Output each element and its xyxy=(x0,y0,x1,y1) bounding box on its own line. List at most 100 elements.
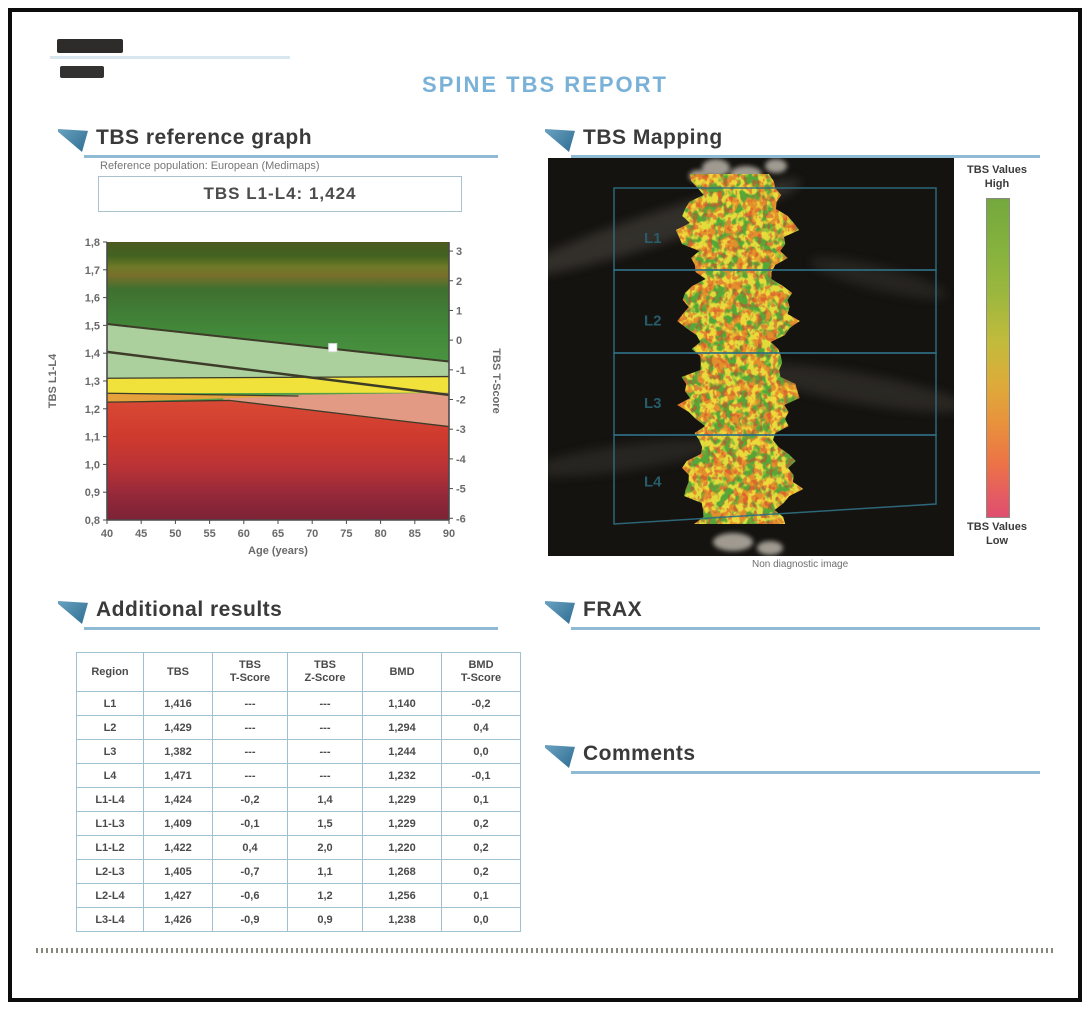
table-cell: 1,424 xyxy=(143,787,213,812)
svg-text:1: 1 xyxy=(456,305,462,317)
svg-text:55: 55 xyxy=(203,528,215,540)
table-cell: L2-L3 xyxy=(76,859,144,884)
section-header-additional-results: Additional results xyxy=(58,598,498,634)
table-cell: -0,9 xyxy=(212,907,288,932)
table-cell: 1,2 xyxy=(287,883,363,908)
svg-text:60: 60 xyxy=(238,528,250,540)
table-cell: L3 xyxy=(76,739,144,764)
table-cell: 0,2 xyxy=(441,811,521,836)
table-cell: 1,268 xyxy=(362,859,442,884)
table-cell: 0,0 xyxy=(441,907,521,932)
section-underline xyxy=(84,155,498,158)
table-cell: 1,256 xyxy=(362,883,442,908)
table-cell: --- xyxy=(287,739,363,764)
svg-text:85: 85 xyxy=(409,528,421,540)
colorbar-low-label: TBS Values Low xyxy=(967,521,1027,547)
svg-text:TBS L1-L4: TBS L1-L4 xyxy=(47,353,59,408)
tbs-colorbar xyxy=(986,198,1010,518)
region-label: L4 xyxy=(644,474,662,491)
reference-population-label: Reference population: European (Medimaps… xyxy=(100,160,320,172)
section-title: TBS Mapping xyxy=(583,126,723,149)
svg-text:TBS T-Score: TBS T-Score xyxy=(490,348,502,413)
table-cell: 1,429 xyxy=(143,715,213,740)
table-cell: 0,1 xyxy=(441,787,521,812)
table-row: L2 1,429 --- --- 1,294 0,4 xyxy=(76,715,521,740)
section-marker-icon xyxy=(58,601,88,624)
table-cell: 1,220 xyxy=(362,835,442,860)
table-cell: --- xyxy=(212,691,288,716)
section-title: FRAX xyxy=(583,598,643,621)
svg-text:0: 0 xyxy=(456,335,462,347)
table-cell: 1,471 xyxy=(143,763,213,788)
table-row: L2-L3 1,405 -0,7 1,1 1,268 0,2 xyxy=(76,859,521,884)
table-cell: 0,2 xyxy=(441,835,521,860)
table-row: L2-L4 1,427 -0,6 1,2 1,256 0,1 xyxy=(76,883,521,908)
table-cell: L1-L2 xyxy=(76,835,144,860)
section-marker-icon xyxy=(545,129,575,152)
table-cell: 1,427 xyxy=(143,883,213,908)
table-cell: 1,426 xyxy=(143,907,213,932)
table-cell: 1,1 xyxy=(287,859,363,884)
table-cell: 0,1 xyxy=(441,883,521,908)
svg-text:1,8: 1,8 xyxy=(85,237,100,249)
svg-text:2: 2 xyxy=(456,276,462,288)
column-header: BMD xyxy=(362,652,442,692)
column-header: TBS T-Score xyxy=(212,652,288,692)
table-row: L3 1,382 --- --- 1,244 0,0 xyxy=(76,739,521,764)
table-cell: -0,2 xyxy=(441,691,521,716)
page-border xyxy=(8,8,1082,1002)
svg-text:-5: -5 xyxy=(456,484,466,496)
svg-text:-4: -4 xyxy=(456,454,467,466)
svg-text:1,0: 1,0 xyxy=(85,459,100,471)
colorbar-high-label: TBS Values High xyxy=(967,164,1027,190)
table-cell: 1,405 xyxy=(143,859,213,884)
svg-text:Age (years): Age (years) xyxy=(248,545,308,557)
section-header-comments: Comments xyxy=(545,742,1040,778)
section-underline xyxy=(84,627,498,630)
table-cell: --- xyxy=(212,715,288,740)
table-cell: 1,244 xyxy=(362,739,442,764)
table-cell: 1,229 xyxy=(362,787,442,812)
additional-results-table: Region TBS TBS T-Score TBS Z-Score BMD BMD T-… xyxy=(76,652,521,932)
svg-text:0,8: 0,8 xyxy=(85,515,100,527)
svg-text:1,4: 1,4 xyxy=(85,348,101,360)
non-diagnostic-caption: Non diagnostic image xyxy=(752,559,849,570)
svg-text:1,5: 1,5 xyxy=(85,320,100,332)
table-cell: 1,232 xyxy=(362,763,442,788)
section-underline xyxy=(571,771,1040,774)
section-header-frax: FRAX xyxy=(545,598,1040,634)
region-label: L3 xyxy=(644,395,662,412)
table-cell: 1,382 xyxy=(143,739,213,764)
table-cell: -0,7 xyxy=(212,859,288,884)
table-row: L1-L3 1,409 -0,1 1,5 1,229 0,2 xyxy=(76,811,521,836)
table-cell: 0,0 xyxy=(441,739,521,764)
table-cell: 1,4 xyxy=(287,787,363,812)
table-cell: 1,409 xyxy=(143,811,213,836)
spine-mapping-image: L1 L2 L3 L4 xyxy=(548,158,954,556)
svg-text:90: 90 xyxy=(443,528,455,540)
section-marker-icon xyxy=(545,745,575,768)
redaction-mark xyxy=(60,66,104,78)
svg-text:50: 50 xyxy=(169,528,181,540)
table-cell: -0,1 xyxy=(212,811,288,836)
table-cell: 0,2 xyxy=(441,859,521,884)
table-cell: --- xyxy=(287,763,363,788)
svg-text:1,6: 1,6 xyxy=(85,293,100,305)
svg-text:65: 65 xyxy=(272,528,284,540)
section-title: Additional results xyxy=(96,598,283,621)
table-row: L4 1,471 --- --- 1,232 -0,1 xyxy=(76,763,521,788)
column-header: Region xyxy=(76,652,144,692)
table-cell: 0,9 xyxy=(287,907,363,932)
svg-text:1,7: 1,7 xyxy=(85,265,100,277)
svg-text:3: 3 xyxy=(456,246,462,258)
table-cell: 1,294 xyxy=(362,715,442,740)
patient-data-point xyxy=(328,343,338,353)
section-underline xyxy=(571,155,1040,158)
svg-text:1,2: 1,2 xyxy=(85,404,100,416)
column-header: TBS Z-Score xyxy=(287,652,363,692)
tbs-reference-chart: 1,8 1,7 1,6 1,5 1,4 1,3 1,2 1,1 1,0 0,9 0,8 3 2 1 0 -1 -… xyxy=(47,237,502,557)
table-cell: --- xyxy=(287,691,363,716)
region-label: L1 xyxy=(644,230,662,247)
table-cell: L1-L4 xyxy=(76,787,144,812)
section-title: TBS reference graph xyxy=(96,126,313,149)
